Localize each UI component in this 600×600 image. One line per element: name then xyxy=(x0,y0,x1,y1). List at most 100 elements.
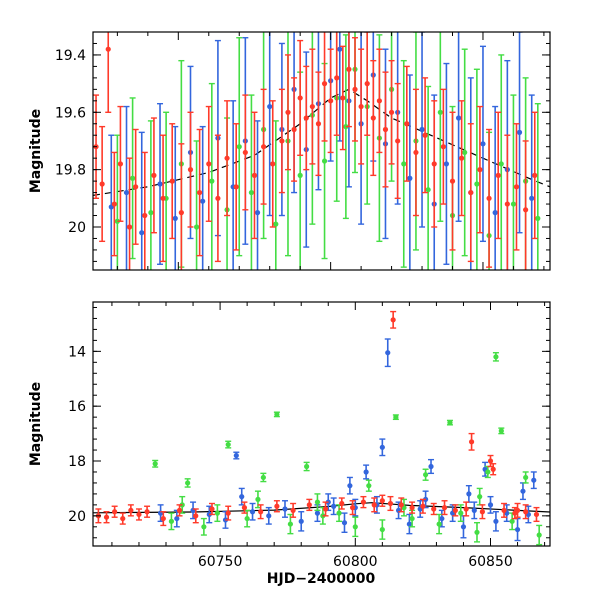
bottom-data-point xyxy=(225,441,231,448)
bottom-data-point xyxy=(201,524,207,530)
top-data-point xyxy=(233,184,239,190)
bottom-x-tick-label: 60750 xyxy=(198,554,243,570)
bottom-data-point xyxy=(479,509,485,515)
top-data-point xyxy=(193,224,200,230)
bottom-data-point xyxy=(436,521,442,527)
bottom-x-axis-label: HJD−2400000 xyxy=(267,571,376,587)
top-data-point xyxy=(279,138,285,144)
top-data-point xyxy=(291,126,297,133)
bottom-data-point xyxy=(233,452,239,459)
bottom-x-tick-label: 60800 xyxy=(333,554,378,570)
bottom-data-point xyxy=(239,494,245,500)
bottom-data-point xyxy=(423,472,429,478)
bottom-data-point xyxy=(523,474,529,481)
bottom-data-point xyxy=(258,509,264,515)
top-data-point xyxy=(404,121,410,127)
bottom-data-point xyxy=(409,515,415,522)
bottom-data-point xyxy=(520,488,526,494)
bottom-y-axis-label: Magnitude xyxy=(28,382,44,466)
bottom-data-point xyxy=(112,509,118,515)
top-series-2 xyxy=(93,32,538,270)
bottom-data-point xyxy=(185,480,191,486)
bottom-data-point xyxy=(193,513,199,519)
bottom-data-point xyxy=(498,428,504,434)
bottom-data-point xyxy=(144,509,150,515)
top-data-point xyxy=(114,218,120,224)
bottom-data-point xyxy=(406,521,412,527)
top-data-point xyxy=(270,161,276,167)
top-data-point xyxy=(532,172,538,178)
bottom-y-tick-label: 16 xyxy=(68,399,86,415)
top-data-point xyxy=(535,215,541,221)
bottom-data-point xyxy=(514,507,521,513)
top-data-point xyxy=(251,172,258,178)
bottom-data-point xyxy=(452,507,458,513)
top-data-point xyxy=(126,224,133,230)
bottom-data-point xyxy=(241,505,248,511)
top-data-point xyxy=(321,158,328,164)
bottom-data-point xyxy=(336,510,342,516)
top-y-axis-label: Magnitude xyxy=(28,109,44,193)
bottom-data-point xyxy=(360,499,367,505)
bottom-panel: 60750 60800 60850 14 16 18 20 Magnitude HJD−24… xyxy=(28,301,551,587)
bottom-data-point xyxy=(533,511,540,518)
bottom-y-tick-label: 18 xyxy=(68,454,86,470)
bottom-y-tick-label: 14 xyxy=(68,344,86,360)
bottom-data-point xyxy=(393,414,399,420)
bottom-data-point xyxy=(466,491,472,497)
bottom-data-point xyxy=(176,507,183,513)
top-data-point xyxy=(133,184,139,190)
top-data-point xyxy=(513,184,520,190)
top-data-point xyxy=(242,149,248,156)
top-data-point xyxy=(117,161,124,167)
bottom-data-point xyxy=(314,499,321,505)
bottom-data-point xyxy=(341,520,348,526)
top-data-point xyxy=(224,155,230,161)
bottom-data-point xyxy=(477,494,483,500)
bottom-series-0 xyxy=(157,338,537,542)
top-data-point xyxy=(130,175,136,181)
bottom-data-point xyxy=(103,514,110,520)
bottom-data-point xyxy=(431,506,437,512)
bottom-data-point xyxy=(441,505,448,511)
top-data-point xyxy=(261,144,267,150)
top-data-point xyxy=(297,172,303,178)
bottom-data-point xyxy=(493,354,499,360)
top-data-point xyxy=(334,75,340,81)
top-data-point xyxy=(172,215,178,221)
bottom-y-tick-label: 20 xyxy=(68,509,86,525)
bottom-data-point xyxy=(371,502,377,508)
top-data-point xyxy=(486,195,492,201)
bottom-axis-ticks: 60750 60800 60850 14 16 18 20 xyxy=(68,302,550,570)
bottom-data-point xyxy=(339,500,345,507)
top-data-point xyxy=(495,172,501,178)
bottom-data-point xyxy=(352,524,358,530)
bottom-data-point xyxy=(274,503,280,509)
bottom-x-tick-label: 60850 xyxy=(468,554,513,570)
top-data-point xyxy=(267,103,273,110)
bottom-data-point xyxy=(460,524,467,530)
top-data-point xyxy=(462,149,468,156)
top-data-point xyxy=(474,181,480,187)
top-data-point xyxy=(459,155,465,161)
bottom-data-point xyxy=(160,515,166,522)
bottom-data-point xyxy=(290,507,296,513)
bottom-data-point xyxy=(274,411,280,418)
top-data-point xyxy=(285,109,291,115)
bottom-data-point xyxy=(487,502,494,508)
bottom-data-point xyxy=(474,529,480,535)
top-data-point xyxy=(151,172,157,178)
top-data-point xyxy=(431,161,437,167)
top-data-point xyxy=(123,189,130,196)
top-data-point xyxy=(388,109,395,115)
top-data-point xyxy=(498,161,504,167)
top-data-point xyxy=(157,181,163,187)
top-data-point xyxy=(315,121,322,127)
bottom-data-point xyxy=(214,510,220,516)
top-axis-ticks: 19.4 19.6 19.8 20 xyxy=(55,32,550,270)
top-data-point xyxy=(449,178,456,184)
top-y-tick-label: 19.4 xyxy=(55,48,86,64)
bottom-data-point xyxy=(249,509,256,515)
bottom-data-point xyxy=(306,502,312,508)
bottom-data-point xyxy=(490,466,496,472)
